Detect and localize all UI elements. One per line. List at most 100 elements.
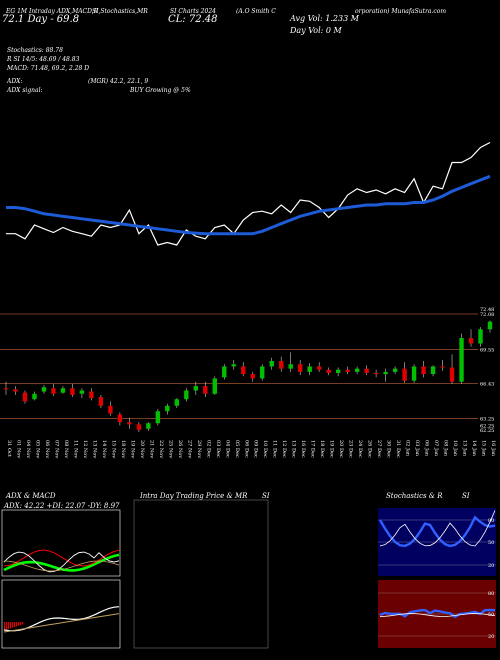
macd-hist-bar [10, 622, 12, 629]
adx-line [3, 551, 120, 573]
intraday-panel-title: Intra Day Trading Price & MR [140, 492, 248, 500]
date-label: 03 Jan [414, 440, 420, 457]
adx-avg-line [3, 560, 120, 572]
candle-body [307, 366, 312, 372]
date-label: 30 Dec [386, 440, 392, 458]
stoch-level-label: 20 [488, 563, 494, 569]
macd-hist-bar [22, 622, 24, 625]
header-line1-mid3: (A.O Smith C [236, 8, 276, 15]
date-label: 15 Nov [110, 440, 116, 458]
macd-signal-line [3, 613, 120, 633]
candle-body [203, 386, 208, 394]
date-label: 08 Nov [63, 440, 69, 458]
date-label: 05 Nov [34, 440, 40, 458]
candle-body [32, 393, 37, 400]
price-level-label: 66.43 [480, 382, 494, 388]
date-label: 31 Dec [395, 440, 401, 458]
adx-minus-di-line [3, 549, 120, 567]
date-label: 12 Dec [281, 440, 287, 458]
price-level-label: 69.55 [480, 348, 494, 354]
date-label: 12 Nov [82, 440, 88, 458]
stoch-level-label: 80 [488, 518, 494, 524]
candle-body [345, 369, 350, 372]
date-label: 24 Dec [357, 440, 363, 458]
macd-line [3, 606, 120, 632]
candle-body [354, 368, 360, 372]
candle-body [402, 368, 407, 381]
candle-body [79, 390, 85, 394]
date-label: 14 Nov [101, 440, 107, 458]
candle-body [383, 371, 388, 375]
macd-hist-bar [14, 622, 16, 627]
date-label: 18 Dec [319, 440, 325, 458]
date-label: 25 Nov [167, 440, 173, 458]
candle-body [411, 366, 417, 381]
date-label: 01 Nov [15, 440, 21, 458]
candle-body [449, 367, 455, 382]
candle-body [222, 366, 227, 378]
date-label: 27 Dec [376, 440, 382, 458]
date-label: 17 Dec [310, 440, 316, 458]
candle-body [279, 360, 284, 369]
date-label: 23 Dec [348, 440, 354, 458]
candle-body [487, 321, 493, 330]
close-price-text: CL: 72.48 [168, 14, 218, 25]
price-level-label: 72.48 [480, 307, 494, 313]
date-label: 02 Jan [405, 440, 411, 457]
date-label: 04 Nov [25, 440, 31, 458]
date-label: 22 Nov [158, 440, 164, 458]
open-price-text: 72.1 Day - 69.8 [2, 14, 80, 25]
candle-body [335, 369, 341, 373]
price-level-label: 62.25 [480, 428, 494, 434]
candle-body [421, 366, 426, 375]
date-label: 21 Nov [148, 440, 154, 458]
candle-body [155, 411, 161, 424]
date-label: 14 Jan [471, 440, 477, 457]
date-label: 06 Dec [243, 440, 249, 458]
candle-body [22, 392, 28, 402]
adx-signal-label: ADX signal: [7, 87, 43, 94]
date-label: 09 Dec [253, 440, 259, 458]
stoch-level-label: 50 [488, 540, 494, 546]
candle-body [174, 399, 180, 406]
header-line1-mid1: SI,Stochastics,MR [92, 8, 148, 15]
date-label: 13 Jan [462, 440, 468, 457]
macd-hist-bar [20, 622, 22, 626]
candle-body [241, 366, 246, 375]
buy-signal-text: BUY Growing @ 5% [130, 87, 191, 94]
date-label: 19 Nov [129, 440, 135, 458]
date-label: 06 Jan [424, 440, 430, 457]
candle-body [440, 366, 445, 368]
candle-body [70, 388, 75, 395]
date-label: 10 Dec [262, 440, 268, 458]
candle-body [364, 368, 369, 373]
stoch-panel-title: Stochastics & R [386, 492, 443, 500]
date-label: 07 Jan [433, 440, 439, 457]
adx-panel-title: ADX & MACD [6, 492, 56, 500]
adx-plus-di-line [3, 553, 120, 572]
candle-body [459, 338, 464, 382]
date-label: 05 Dec [234, 440, 240, 458]
date-label: 20 Nov [139, 440, 145, 458]
mrsi-level-label: 50 [488, 612, 494, 618]
date-label: 15 Jan [481, 440, 487, 457]
candle-body [231, 364, 236, 367]
date-label: 16 Dec [300, 440, 306, 458]
mrsi-panel-bg [378, 580, 496, 648]
mrsi-line [379, 608, 496, 619]
date-label: 16 Jan [490, 440, 496, 457]
candle-body [326, 369, 331, 373]
date-label: 03 Dec [215, 440, 221, 458]
intraday-panel-box [133, 499, 269, 649]
adx-values: (MGR) 42.2, 22.1, 9 [88, 78, 149, 85]
series-line-ma [6, 174, 491, 236]
stoch-panel-si: SI [462, 492, 470, 500]
macd-hist-bar [4, 622, 6, 630]
adx-panel-box [1, 509, 121, 577]
candle-body [250, 374, 255, 379]
candle-body [288, 364, 293, 369]
date-label: 19 Dec [329, 440, 335, 458]
date-label: 13 Nov [91, 440, 97, 458]
macd-hist-bar [6, 622, 8, 630]
